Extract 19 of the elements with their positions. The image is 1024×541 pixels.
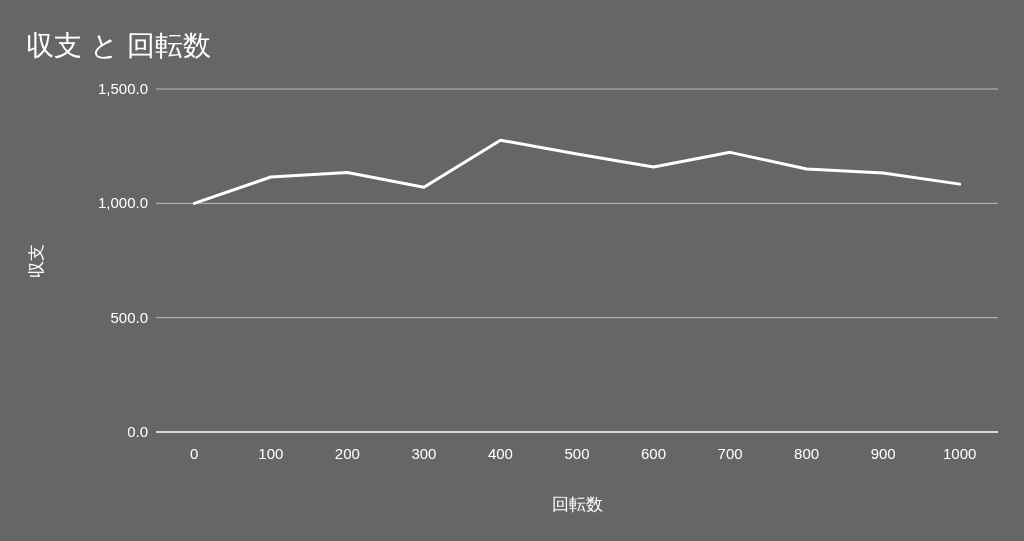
x-tick-label: 0 <box>190 445 199 462</box>
y-tick-label: 1,500.0 <box>97 80 148 97</box>
y-axis-title: 収支 <box>27 243 46 278</box>
x-tick-label: 800 <box>794 445 820 462</box>
x-tick-label: 500 <box>564 445 590 462</box>
x-tick-label: 400 <box>487 445 513 462</box>
x-tick-label: 300 <box>411 445 437 462</box>
y-tick-label: 0.0 <box>127 423 148 440</box>
x-tick-label: 100 <box>258 445 284 462</box>
x-axis-title: 回転数 <box>551 495 603 514</box>
chart-title: 収支 と 回転数 <box>26 30 211 61</box>
line-series <box>192 138 962 205</box>
x-tick-label: 600 <box>641 445 667 462</box>
x-tick-label: 200 <box>334 445 360 462</box>
y-tick-label: 1,000.0 <box>97 194 148 212</box>
y-tick-label: 500.0 <box>110 308 148 326</box>
x-tick-label: 900 <box>870 445 896 462</box>
x-tick-label: 1000 <box>943 445 977 462</box>
x-tick-label: 700 <box>717 445 743 462</box>
